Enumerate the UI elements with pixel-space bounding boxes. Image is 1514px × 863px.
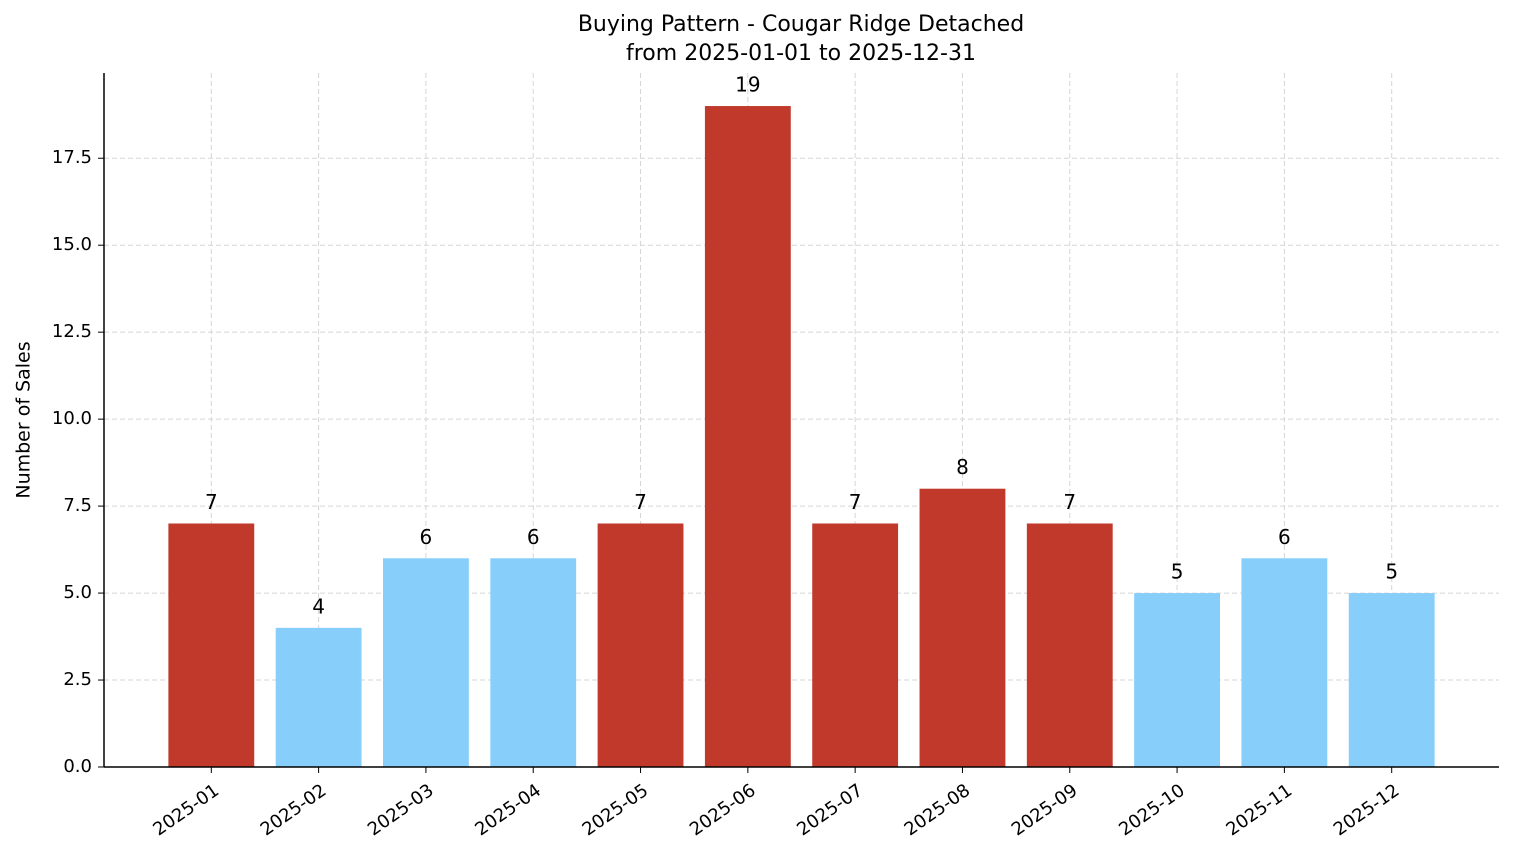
bar <box>704 106 791 768</box>
bar <box>1026 523 1113 767</box>
y-tick-label: 10.0 <box>52 408 92 429</box>
value-label: 6 <box>420 525 433 549</box>
y-tick-label: 0.0 <box>63 756 92 777</box>
y-tick-label: 15.0 <box>52 234 92 255</box>
bar <box>1134 593 1220 767</box>
bar <box>168 523 255 767</box>
x-tick-label: 2025-12 <box>1330 780 1404 840</box>
value-label: 7 <box>849 490 862 514</box>
value-label: 4 <box>312 594 325 618</box>
bar <box>597 523 684 767</box>
x-tick-label: 2025-05 <box>579 780 653 840</box>
y-tick-label: 17.5 <box>52 147 92 168</box>
x-tick-label: 2025-04 <box>471 780 545 840</box>
x-tick-label: 2025-06 <box>686 780 760 840</box>
x-tick-label: 2025-10 <box>1115 780 1189 840</box>
bar <box>1241 558 1328 767</box>
y-tick-label: 7.5 <box>63 495 92 516</box>
x-tick-label: 2025-11 <box>1222 780 1296 840</box>
bar <box>812 523 899 767</box>
bar <box>919 488 1006 767</box>
value-label: 6 <box>1278 525 1291 549</box>
y-tick-label: 5.0 <box>63 582 92 603</box>
y-tick-label: 2.5 <box>63 669 92 690</box>
bar <box>1348 593 1435 767</box>
x-tick-label: 2025-07 <box>793 780 867 840</box>
x-tick-label: 2025-03 <box>364 780 438 840</box>
y-tick-label: 12.5 <box>52 321 92 342</box>
bar <box>490 558 577 767</box>
bar <box>383 558 469 767</box>
x-tick-label: 2025-01 <box>149 780 223 840</box>
value-label: 5 <box>1385 560 1398 584</box>
value-label: 7 <box>1063 490 1076 514</box>
x-tick-label: 2025-08 <box>901 780 975 840</box>
value-label: 7 <box>634 490 647 514</box>
value-label: 19 <box>735 73 760 97</box>
value-label: 5 <box>1171 560 1184 584</box>
y-axis-label: Number of Sales <box>13 341 35 498</box>
chart-title: Buying Pattern - Cougar Ridge Detached <box>578 12 1024 37</box>
value-label: 8 <box>956 455 969 479</box>
x-tick-label: 2025-02 <box>257 780 331 840</box>
value-label: 7 <box>205 490 218 514</box>
chart-subtitle: from 2025-01-01 to 2025-12-31 <box>626 41 976 66</box>
value-label: 6 <box>527 525 540 549</box>
x-tick-label: 2025-09 <box>1008 780 1082 840</box>
bar <box>275 627 362 767</box>
